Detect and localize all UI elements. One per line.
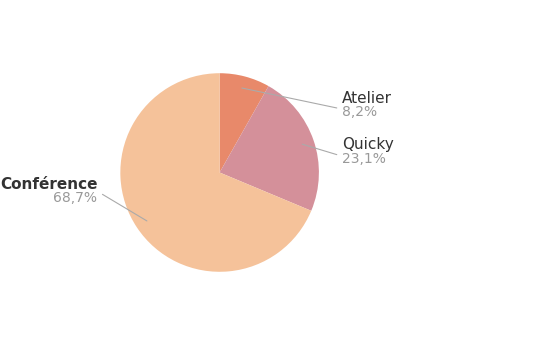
Text: 23,1%: 23,1%: [342, 151, 386, 166]
Text: Atelier: Atelier: [342, 90, 392, 106]
Text: 8,2%: 8,2%: [342, 105, 377, 119]
Text: Quicky: Quicky: [342, 137, 394, 152]
Wedge shape: [220, 86, 319, 211]
Text: Conférence: Conférence: [0, 177, 97, 192]
Wedge shape: [120, 73, 311, 272]
Wedge shape: [220, 73, 269, 172]
Text: 68,7%: 68,7%: [53, 191, 97, 205]
